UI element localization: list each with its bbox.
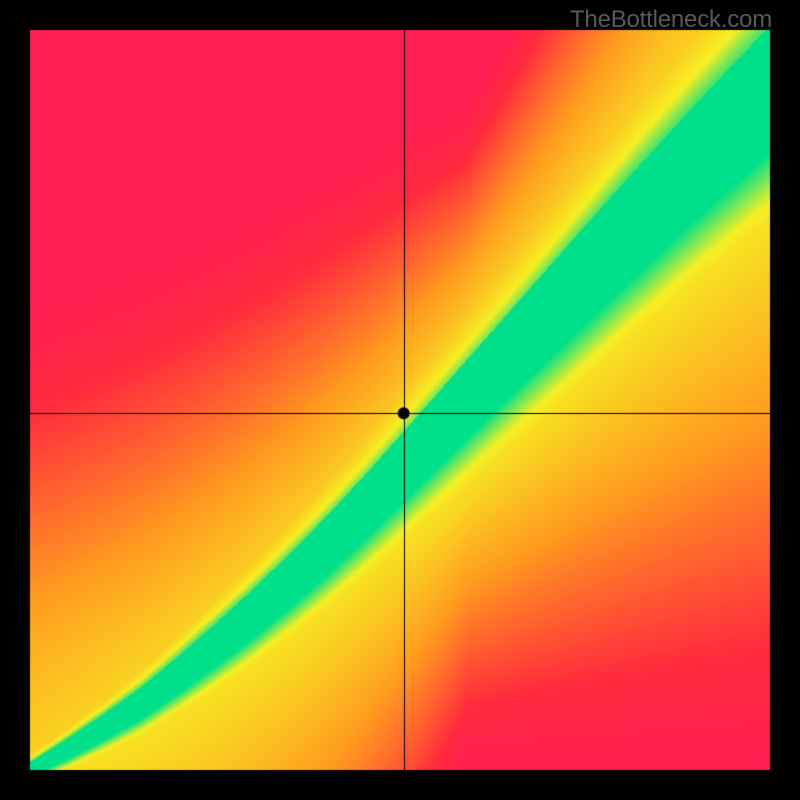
watermark-text: TheBottleneck.com [570, 6, 772, 34]
bottleneck-heatmap [0, 0, 800, 800]
